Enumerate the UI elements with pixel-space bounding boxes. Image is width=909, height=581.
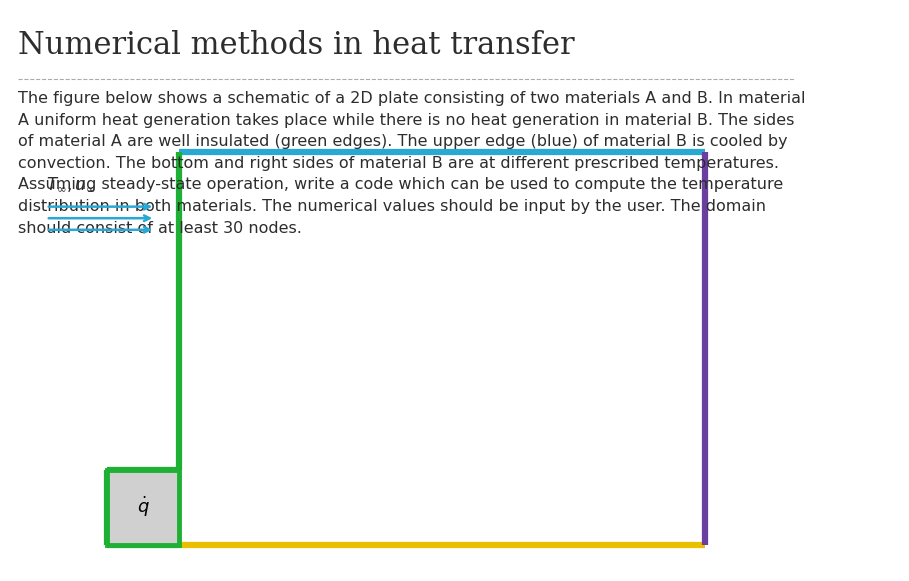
Text: Numerical methods in heat transfer: Numerical methods in heat transfer <box>17 30 574 62</box>
Text: The figure below shows a schematic of a 2D plate consisting of two materials A a: The figure below shows a schematic of a … <box>17 91 805 236</box>
FancyBboxPatch shape <box>106 470 179 545</box>
Text: $\dot{q}$: $\dot{q}$ <box>136 495 149 519</box>
Text: $T_{\infty}, u_{\infty}$: $T_{\infty}, u_{\infty}$ <box>45 175 95 193</box>
